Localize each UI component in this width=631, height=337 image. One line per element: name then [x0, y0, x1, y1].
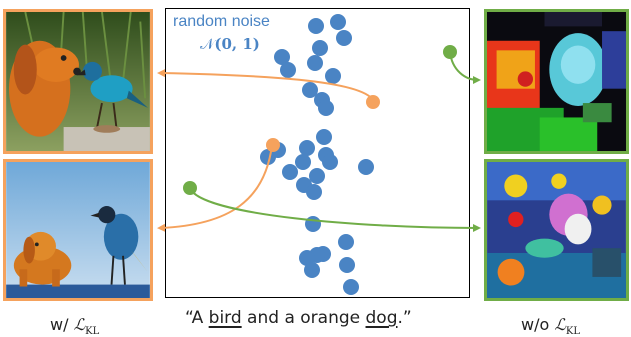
dog-bird-illustration-2	[6, 162, 150, 298]
right-caption: w/o ℒKL	[521, 315, 580, 337]
noise-label: random noise	[173, 13, 270, 30]
text-prompt: “A bird and a orange dog.”	[185, 308, 412, 328]
left-caption-L: ℒ	[73, 315, 86, 334]
left-bottom-image	[3, 159, 153, 301]
dog-bird-illustration-1	[6, 12, 150, 151]
left-caption-prefix: w/	[50, 315, 69, 334]
left-caption-sub: KL	[85, 326, 100, 337]
noisy-image-illustration-2	[487, 162, 626, 298]
left-caption: w/ ℒKL	[50, 315, 99, 337]
prompt-word-dog: dog	[365, 308, 398, 328]
normal-symbol: 𝒩	[200, 35, 215, 53]
prompt-word-bird: bird	[208, 308, 242, 328]
distribution-args: (0, 1)	[214, 35, 260, 53]
noisy-image-illustration-1	[487, 12, 626, 151]
right-caption-sub: KL	[565, 326, 581, 337]
right-top-image	[484, 9, 629, 154]
left-top-image	[3, 9, 153, 154]
prompt-open: “A	[185, 308, 209, 328]
right-caption-L: ℒ	[554, 315, 566, 334]
right-bottom-image	[484, 159, 629, 301]
prompt-close: .”	[397, 308, 412, 328]
right-caption-prefix: w/o	[521, 315, 550, 334]
distribution-label: 𝒩(0, 1)	[200, 35, 260, 53]
prompt-middle: and a orange	[241, 308, 366, 328]
